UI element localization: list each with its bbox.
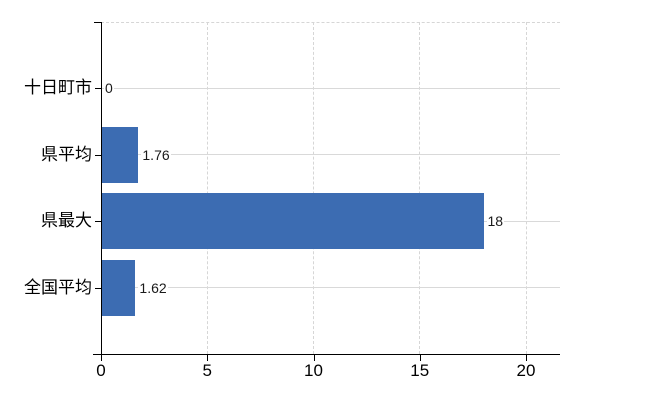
v-gridline	[313, 22, 314, 354]
plot-area: 0 1.76 18 1.62	[101, 22, 560, 354]
y-axis-line	[101, 22, 102, 355]
x-tick-label: 5	[202, 361, 212, 380]
category-label-十日町市: 十日町市	[24, 78, 92, 98]
bar-value-label: 1.76	[141, 145, 171, 164]
bar-value-label: 1.62	[138, 278, 168, 297]
x-tick-label: 20	[516, 361, 536, 380]
x-tick-label: 0	[96, 361, 106, 380]
h-category-gridline	[101, 87, 560, 89]
y-axis-tick	[95, 88, 101, 90]
v-gridline	[525, 22, 527, 354]
y-axis-tick	[95, 221, 101, 223]
category-label-全国平均: 全国平均	[24, 277, 92, 297]
x-axis-tick	[207, 355, 209, 361]
plot-top-border	[101, 22, 560, 23]
x-axis-tick	[526, 355, 527, 361]
x-axis-tick	[313, 355, 315, 361]
v-gridline	[419, 22, 421, 354]
h-category-gridline	[101, 154, 560, 156]
y-axis-end-tick	[94, 22, 101, 23]
x-tick-label: 15	[410, 361, 430, 380]
v-gridline	[206, 22, 208, 354]
category-label-県最大: 県最大	[41, 211, 92, 231]
category-label-県平均: 県平均	[41, 144, 92, 164]
y-axis-tick	[95, 287, 101, 289]
bar-県最大	[101, 193, 484, 250]
y-axis-tick	[95, 154, 101, 156]
h-category-gridline	[101, 287, 560, 289]
bar-全国平均	[101, 259, 136, 316]
x-axis-tick	[419, 355, 421, 361]
bar-県平均	[101, 126, 139, 183]
bar-value-label: 0	[104, 79, 114, 98]
bar-value-label: 18	[486, 212, 505, 231]
x-axis-line	[93, 354, 560, 355]
x-axis-tick	[101, 355, 102, 361]
x-tick-label: 10	[304, 361, 323, 380]
